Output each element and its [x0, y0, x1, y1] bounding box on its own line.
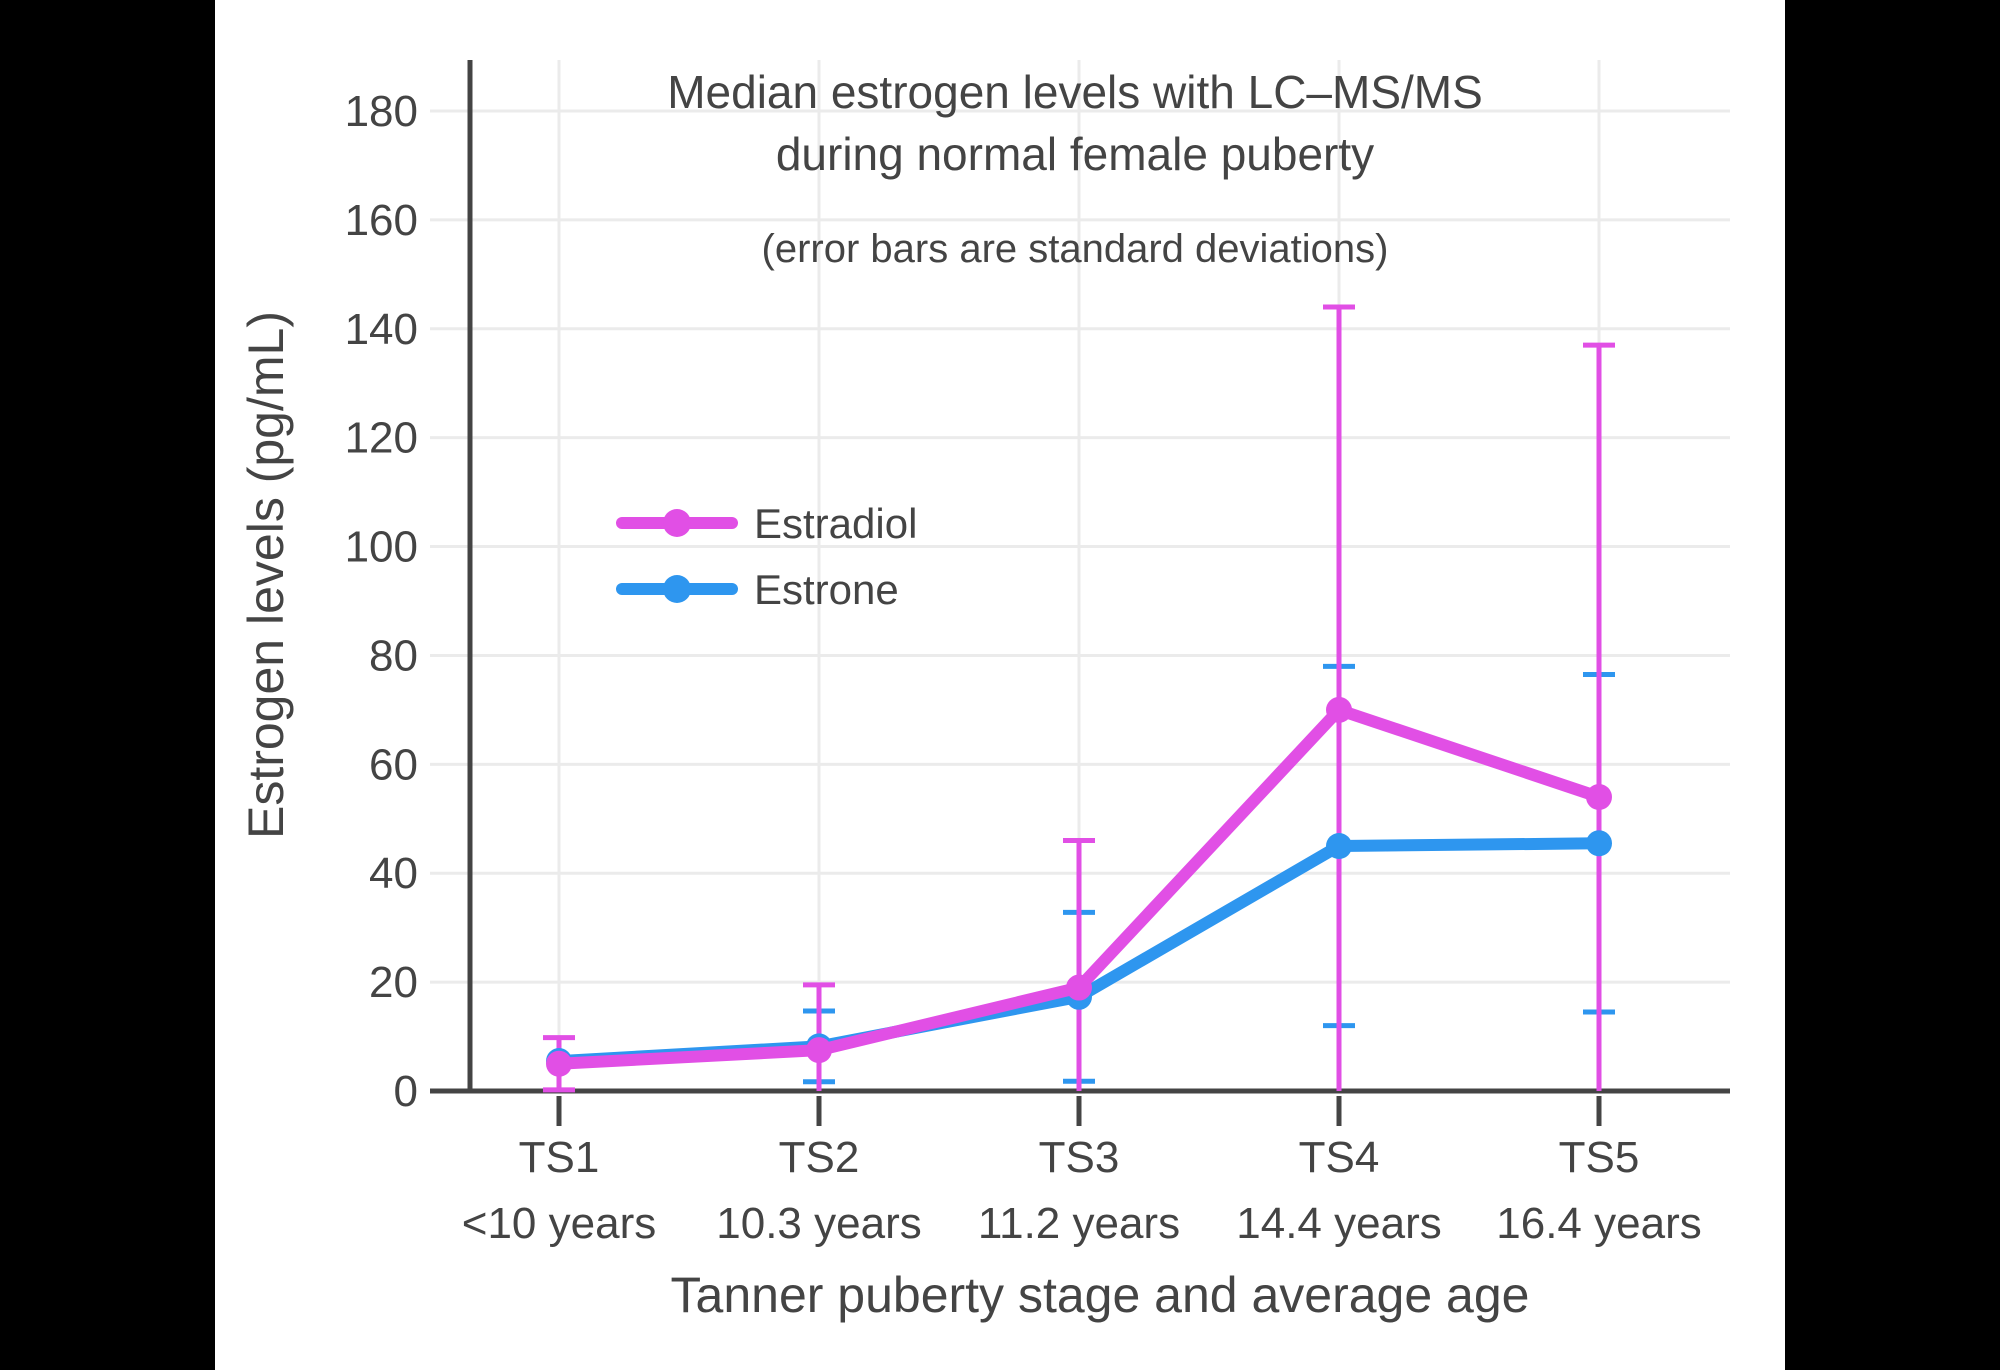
series-layer	[543, 304, 1615, 1093]
chart-title-line1: Median estrogen levels with LC–MS/MS	[667, 66, 1483, 118]
y-tick-label: 120	[345, 414, 418, 463]
y-tick-label: 80	[369, 631, 418, 680]
legend-item-estradiol[interactable]: Estradiol	[616, 500, 917, 547]
y-tick-label: 20	[369, 958, 418, 1007]
y-tick-label: 140	[345, 305, 418, 354]
y-tick-label: 40	[369, 849, 418, 898]
x-category-age-label: 14.4 years	[1236, 1199, 1441, 1248]
legend: Estradiol Estrone	[616, 500, 917, 613]
chart-title-line2: during normal female puberty	[776, 128, 1374, 180]
y-tick-label: 0	[394, 1067, 418, 1116]
title-layer: Median estrogen levels with LC–MS/MS dur…	[238, 66, 1529, 1323]
y-tick-label: 160	[345, 196, 418, 245]
x-category-label: TS3	[1039, 1133, 1120, 1182]
legend-item-estrone[interactable]: Estrone	[616, 566, 899, 613]
legend-marker-estrone	[663, 575, 691, 603]
data-point-estradiol	[1586, 784, 1612, 810]
data-point-estradiol	[806, 1037, 832, 1064]
data-point-estradiol	[1066, 974, 1092, 1001]
x-category-label: TS4	[1299, 1133, 1380, 1182]
y-tick-label: 100	[345, 523, 418, 572]
y-tick-label: 60	[369, 740, 418, 789]
x-category-label: TS2	[779, 1133, 860, 1182]
legend-label-estrone: Estrone	[754, 566, 899, 613]
data-point-estrone	[1586, 830, 1612, 857]
chart-subtitle: (error bars are standard deviations)	[762, 227, 1389, 271]
x-category-age-label: 10.3 years	[716, 1199, 921, 1248]
label-layer: 0 20 40 60 80 100 120 140 160 180 TS1 <10 years TS2 1…	[345, 87, 1702, 1248]
x-category-age-label: <10 years	[462, 1199, 656, 1248]
y-axis-title: Estrogen levels (pg/mL)	[238, 311, 294, 839]
data-point-estradiol	[1326, 696, 1352, 723]
x-category-label: TS1	[519, 1133, 600, 1182]
data-point-estrone	[1326, 833, 1352, 859]
x-category-age-label: 16.4 years	[1496, 1199, 1701, 1248]
legend-marker-estradiol	[663, 509, 691, 537]
plot-panel	[215, 0, 1785, 1370]
x-category-label: TS5	[1559, 1133, 1640, 1182]
x-category-age-label: 11.2 years	[978, 1199, 1180, 1248]
data-point-estradiol	[546, 1050, 572, 1077]
legend-label-estradiol: Estradiol	[754, 500, 917, 547]
y-tick-label: 180	[345, 87, 418, 136]
x-axis-title: Tanner puberty stage and average age	[671, 1267, 1530, 1323]
